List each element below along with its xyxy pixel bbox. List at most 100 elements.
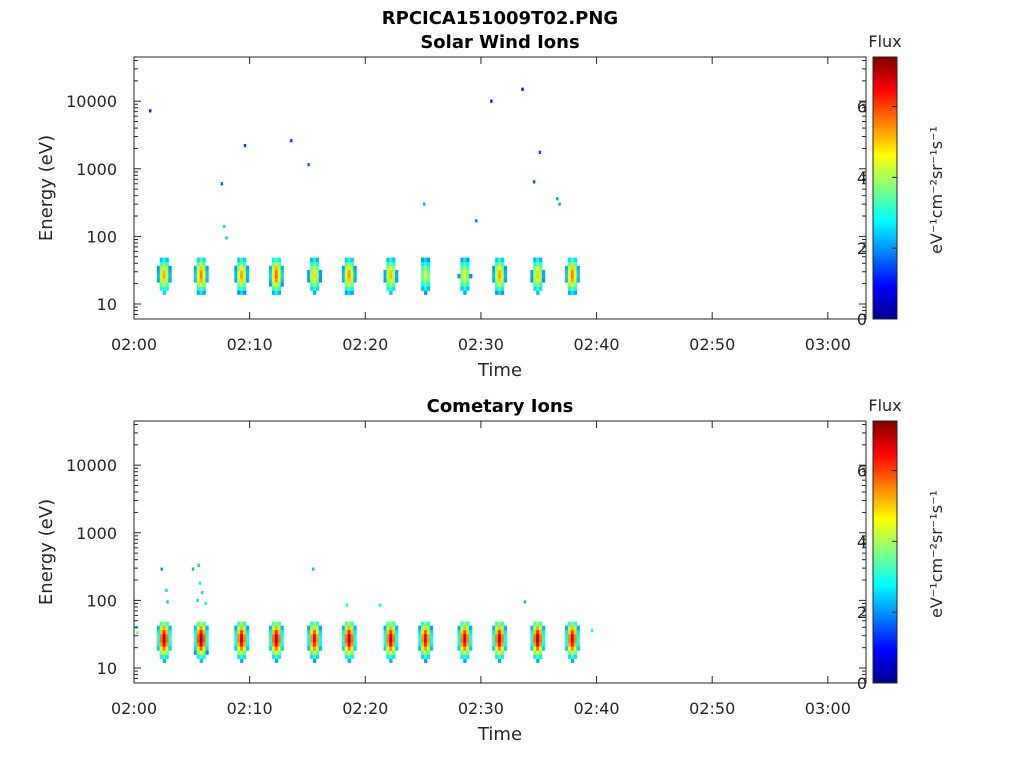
flux-cell xyxy=(162,265,166,271)
flux-cell xyxy=(168,633,172,639)
flux-cell xyxy=(497,633,502,639)
flux-cell xyxy=(429,625,434,631)
flux-cell xyxy=(280,282,284,287)
flux-cell xyxy=(386,265,390,271)
flux-cell xyxy=(234,278,238,283)
flux-cell xyxy=(466,633,470,639)
flux-cell xyxy=(576,642,580,647)
flux-cell xyxy=(271,633,276,639)
flux-cell xyxy=(199,654,203,659)
flux-cell xyxy=(539,286,543,291)
flux-cell xyxy=(350,654,354,659)
flux-cell xyxy=(570,265,575,271)
flux-cell xyxy=(389,654,393,659)
flux-point xyxy=(590,628,594,632)
flux-cell xyxy=(530,633,534,639)
flux-cell xyxy=(280,273,284,279)
flux-point xyxy=(197,563,200,567)
flux-cell xyxy=(541,278,546,283)
flux-cell xyxy=(570,269,575,275)
flux-cell xyxy=(341,273,346,279)
flux-cell xyxy=(497,621,502,627)
flux-cell xyxy=(573,650,578,655)
flux-cell xyxy=(395,637,399,643)
flux-cell xyxy=(237,286,241,291)
flux-cell xyxy=(418,642,422,647)
flux-cell xyxy=(576,278,580,283)
flux-cell xyxy=(426,637,431,643)
flux-cell xyxy=(533,625,537,631)
flux-cell xyxy=(350,629,354,635)
flux-cell xyxy=(573,282,578,287)
colorbar-tick-label: 4 xyxy=(857,168,867,187)
flux-cell xyxy=(350,633,354,639)
flux-cell xyxy=(573,637,578,643)
flux-cell xyxy=(423,269,428,275)
flux-cell xyxy=(350,261,354,267)
flux-cell xyxy=(533,273,537,279)
flux-cell xyxy=(344,633,349,639)
flux-cell xyxy=(242,625,247,631)
flux-cell xyxy=(497,269,502,275)
flux-cell xyxy=(274,261,279,267)
flux-cell xyxy=(426,286,431,291)
flux-cell xyxy=(196,278,201,283)
flux-cell xyxy=(350,286,354,291)
flux-cell xyxy=(242,278,247,283)
flux-cell xyxy=(383,625,387,631)
flux-cell xyxy=(271,282,276,287)
flux-cell xyxy=(500,621,505,627)
y-tick-label: 100 xyxy=(86,227,117,246)
colorbar-tick-label: 6 xyxy=(857,462,867,481)
flux-cell xyxy=(159,650,164,655)
flux-cell xyxy=(240,625,244,631)
flux-cell xyxy=(271,257,276,263)
flux-cell xyxy=(269,269,273,275)
flux-cell xyxy=(570,658,575,663)
flux-cell xyxy=(495,637,499,643)
flux-cell xyxy=(386,286,390,291)
flux-cell xyxy=(497,646,502,651)
flux-cell xyxy=(536,621,540,627)
flux-cell xyxy=(530,273,534,279)
flux-cell xyxy=(389,286,393,291)
flux-cell xyxy=(492,642,496,647)
flux-cell xyxy=(423,646,428,651)
flux-cell xyxy=(280,269,284,275)
flux-cell xyxy=(240,650,244,655)
flux-cell xyxy=(573,269,578,275)
flux-cell xyxy=(500,290,505,295)
flux-cell xyxy=(533,642,537,647)
flux-cell xyxy=(539,650,543,655)
flux-cell xyxy=(539,261,543,267)
flux-cell xyxy=(389,269,393,275)
flux-cell xyxy=(271,654,276,659)
flux-cell xyxy=(162,625,166,631)
flux-cell xyxy=(315,642,320,647)
flux-cell xyxy=(567,654,572,659)
x-axis-label: Time xyxy=(477,724,522,745)
flux-cell xyxy=(466,625,470,631)
flux-cell xyxy=(162,261,166,267)
flux-cell xyxy=(271,269,276,275)
flux-cell xyxy=(392,629,396,635)
flux-cell xyxy=(423,273,428,279)
flux-cell xyxy=(310,273,314,279)
flux-cell xyxy=(426,273,431,279)
flux-cell xyxy=(495,621,499,627)
flux-cell xyxy=(242,282,247,287)
flux-cell xyxy=(193,629,198,635)
flux-cell xyxy=(310,269,314,275)
flux-cell xyxy=(429,633,434,639)
flux-cell xyxy=(421,257,425,263)
flux-cell xyxy=(312,265,317,271)
flux-cell xyxy=(533,278,537,283)
flux-cell xyxy=(202,282,206,287)
flux-cell xyxy=(423,621,428,627)
x-tick-label: 02:10 xyxy=(227,335,273,354)
flux-cell xyxy=(245,273,250,279)
flux-cell xyxy=(196,629,201,635)
flux-cell xyxy=(199,286,203,291)
flux-cell xyxy=(274,629,279,635)
flux-cell xyxy=(202,290,206,295)
